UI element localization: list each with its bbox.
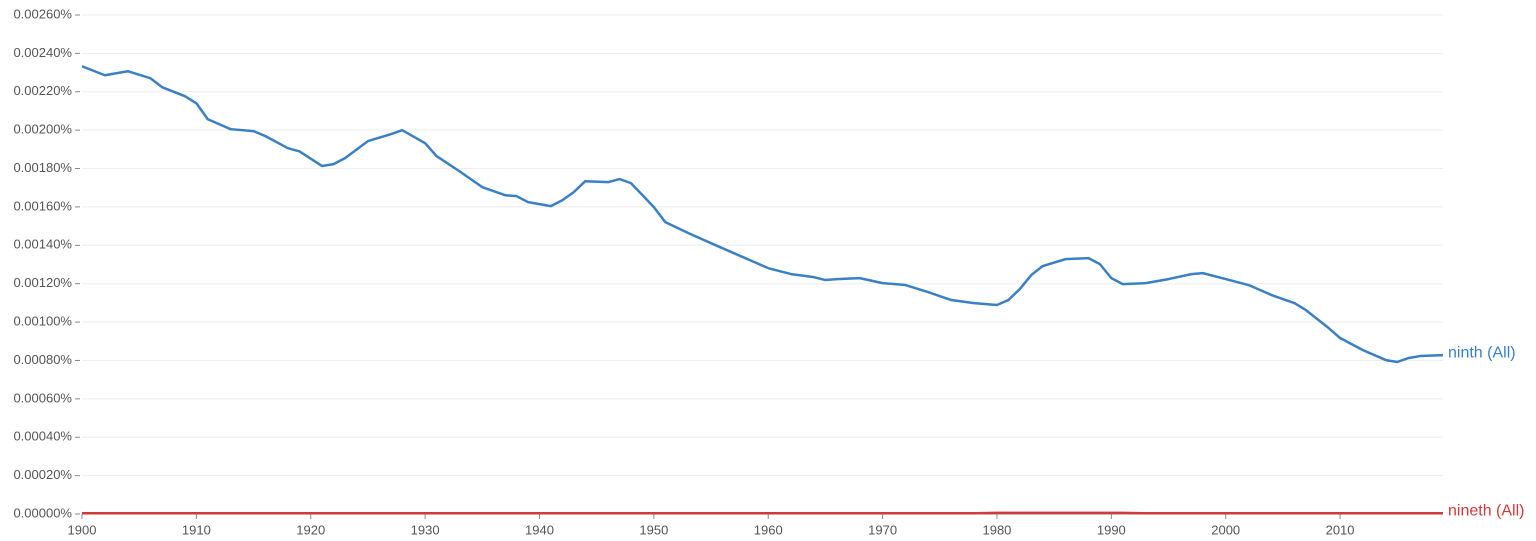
x-tick-label: 1920 xyxy=(296,522,325,537)
series-line xyxy=(81,65,1444,364)
y-tick-label: 0.00000% xyxy=(13,505,72,520)
x-tick-label: 1930 xyxy=(411,522,440,537)
x-tick-label: 1910 xyxy=(182,522,211,537)
y-tick-label: 0.00100% xyxy=(13,314,72,329)
x-tick-label: 1990 xyxy=(1097,522,1126,537)
y-tick-label: 0.00160% xyxy=(13,198,72,213)
x-tick-label: 1960 xyxy=(754,522,783,537)
y-tick-label: 0.00020% xyxy=(13,467,72,482)
x-tick-label: 1950 xyxy=(639,522,668,537)
y-tick-label: 0.00120% xyxy=(13,275,72,290)
y-tick-label: 0.00060% xyxy=(13,390,72,405)
y-tick-label: 0.00040% xyxy=(13,429,72,444)
y-tick-label: 0.00240% xyxy=(13,45,72,60)
x-tick-label: 2010 xyxy=(1326,522,1355,537)
series-label: ninth (All) xyxy=(1448,344,1516,361)
y-tick-label: 0.00180% xyxy=(13,160,72,175)
y-tick-label: 0.00260% xyxy=(13,6,72,21)
series-label: nineth (All) xyxy=(1448,502,1524,519)
x-tick-label: 1940 xyxy=(525,522,554,537)
y-tick-label: 0.00080% xyxy=(13,352,72,367)
y-tick-label: 0.00220% xyxy=(13,83,72,98)
x-tick-label: 1900 xyxy=(68,522,97,537)
y-tick-label: 0.00200% xyxy=(13,122,72,137)
x-tick-label: 1970 xyxy=(868,522,897,537)
y-tick-label: 0.00140% xyxy=(13,237,72,252)
x-tick-label: 2000 xyxy=(1211,522,1240,537)
x-tick-label: 1980 xyxy=(982,522,1011,537)
